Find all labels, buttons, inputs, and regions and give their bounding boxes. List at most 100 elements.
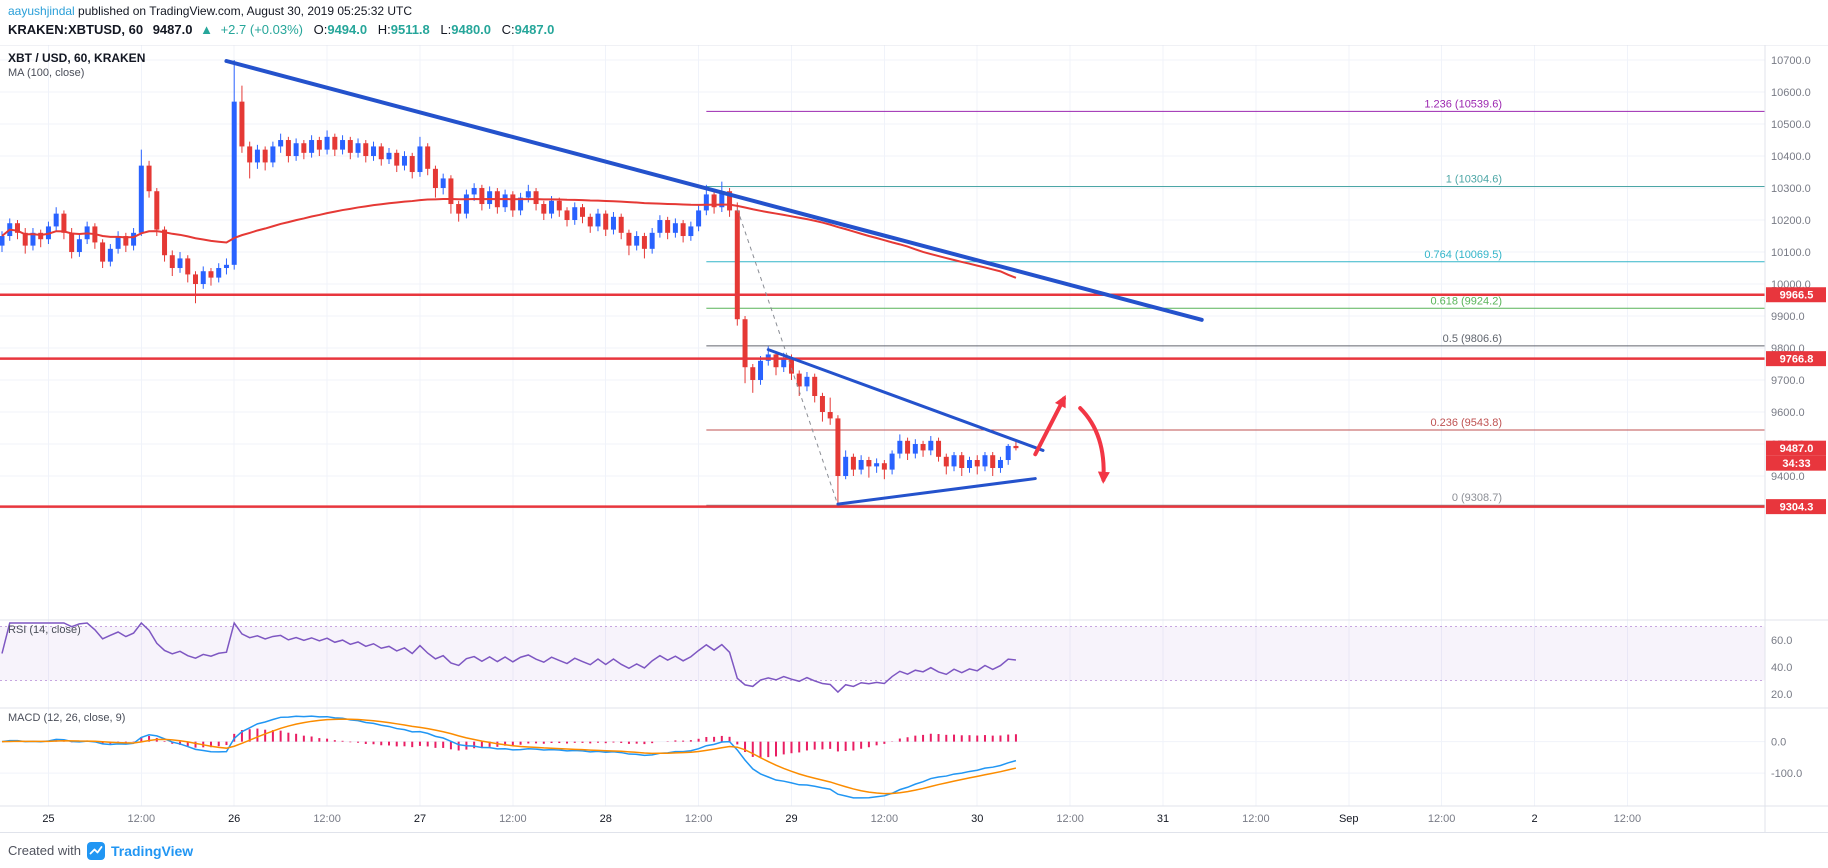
candle <box>665 216 671 240</box>
svg-text:9487.0: 9487.0 <box>1780 443 1814 455</box>
countdown-flag <box>1766 455 1826 471</box>
candle <box>22 228 28 254</box>
candle <box>858 455 864 475</box>
close-value: C:9487.0 <box>501 22 555 37</box>
candle <box>293 138 299 161</box>
candle <box>758 356 764 385</box>
candle <box>936 437 942 462</box>
rsi-tick-label: 40.0 <box>1771 662 1792 674</box>
author-link[interactable]: aayushjindal <box>8 4 75 18</box>
candle <box>432 165 438 198</box>
chart-header: aayushjindal published on TradingView.co… <box>0 0 1828 45</box>
candle <box>355 138 361 158</box>
price-axis[interactable] <box>1765 45 1828 806</box>
candle <box>990 452 996 477</box>
candle <box>928 436 934 456</box>
candle <box>719 181 725 213</box>
candle <box>30 228 36 251</box>
price-tick-label: 10500.0 <box>1771 119 1811 131</box>
price-tick-label: 9400.0 <box>1771 471 1805 483</box>
trendline[interactable] <box>224 58 1204 322</box>
candle <box>208 268 214 286</box>
candle <box>688 221 694 241</box>
candle <box>510 191 516 217</box>
arrow-annotation[interactable] <box>1033 395 1066 457</box>
svg-text:34:33: 34:33 <box>1782 458 1810 470</box>
time-tick-label: 28 <box>600 813 612 825</box>
candle <box>943 453 949 475</box>
time-tick-label: 30 <box>971 813 983 825</box>
change-arrow-icon: ▲ <box>200 22 213 37</box>
candle <box>967 456 972 473</box>
time-tick-label: 12:00 <box>1614 813 1642 825</box>
candle <box>626 229 632 256</box>
candle <box>564 207 570 227</box>
candle <box>889 450 895 475</box>
candle <box>773 351 779 376</box>
candle <box>131 228 137 251</box>
open-value: O:9494.0 <box>313 22 368 37</box>
candle <box>247 141 253 179</box>
candle <box>587 213 593 233</box>
candle <box>378 143 384 166</box>
candle <box>479 184 485 211</box>
candle <box>487 186 493 209</box>
price-tick-label: 9600.0 <box>1771 407 1805 419</box>
macd-signal-line <box>1 718 1017 795</box>
fib-label: 1 (10304.6) <box>1446 174 1502 186</box>
time-tick-label: 27 <box>414 813 426 825</box>
candle <box>572 202 578 225</box>
candle <box>115 231 121 254</box>
candle <box>138 149 144 237</box>
candle <box>912 439 918 459</box>
candle <box>595 208 601 232</box>
candle <box>154 188 160 237</box>
time-tick-label: 12:00 <box>1242 813 1270 825</box>
time-tick-label: 12:00 <box>685 813 713 825</box>
candle <box>223 258 229 275</box>
fib-label: 1.236 (10539.6) <box>1424 98 1502 110</box>
price-flag-text <box>1766 351 1826 367</box>
candle <box>425 143 431 176</box>
last-price-value: 9487.0 <box>152 22 193 37</box>
trendline[interactable] <box>836 477 1037 506</box>
fib-retracement[interactable] <box>706 110 1765 506</box>
candle <box>734 202 740 326</box>
price-tick-label: 10700.0 <box>1771 55 1811 67</box>
candle <box>819 392 825 422</box>
candle <box>641 232 647 259</box>
candle <box>371 141 377 161</box>
candle <box>541 200 547 221</box>
candle <box>680 220 686 243</box>
price-flag <box>1766 351 1826 367</box>
candle <box>997 456 1003 473</box>
byline: aayushjindal published on TradingView.co… <box>8 4 1828 19</box>
countdown-flag-text <box>1766 455 1826 471</box>
time-tick-label: 31 <box>1157 813 1169 825</box>
rsi-band <box>0 626 1765 681</box>
price-tick-label: 10200.0 <box>1771 215 1811 227</box>
candle <box>881 460 887 480</box>
candle <box>905 437 911 461</box>
time-axis[interactable] <box>0 806 1765 832</box>
horizontal-lines[interactable] <box>0 293 1765 508</box>
candle <box>401 151 407 171</box>
candle <box>750 364 756 393</box>
tradingview-logo-icon[interactable] <box>86 841 105 860</box>
trendline[interactable] <box>766 348 1045 452</box>
tradingview-link[interactable]: TradingView <box>110 842 194 859</box>
price-tick-label: 10400.0 <box>1771 151 1811 163</box>
candle <box>634 231 640 251</box>
candle <box>332 133 338 157</box>
price-tick-label: 9900.0 <box>1771 311 1805 323</box>
price-tick-label: 10600.0 <box>1771 87 1811 99</box>
candle <box>603 210 609 237</box>
candle <box>309 135 315 158</box>
candle <box>193 271 198 304</box>
arrow-annotation[interactable] <box>1078 406 1110 484</box>
candle <box>146 160 152 198</box>
candle <box>649 228 655 254</box>
candle <box>386 148 392 165</box>
